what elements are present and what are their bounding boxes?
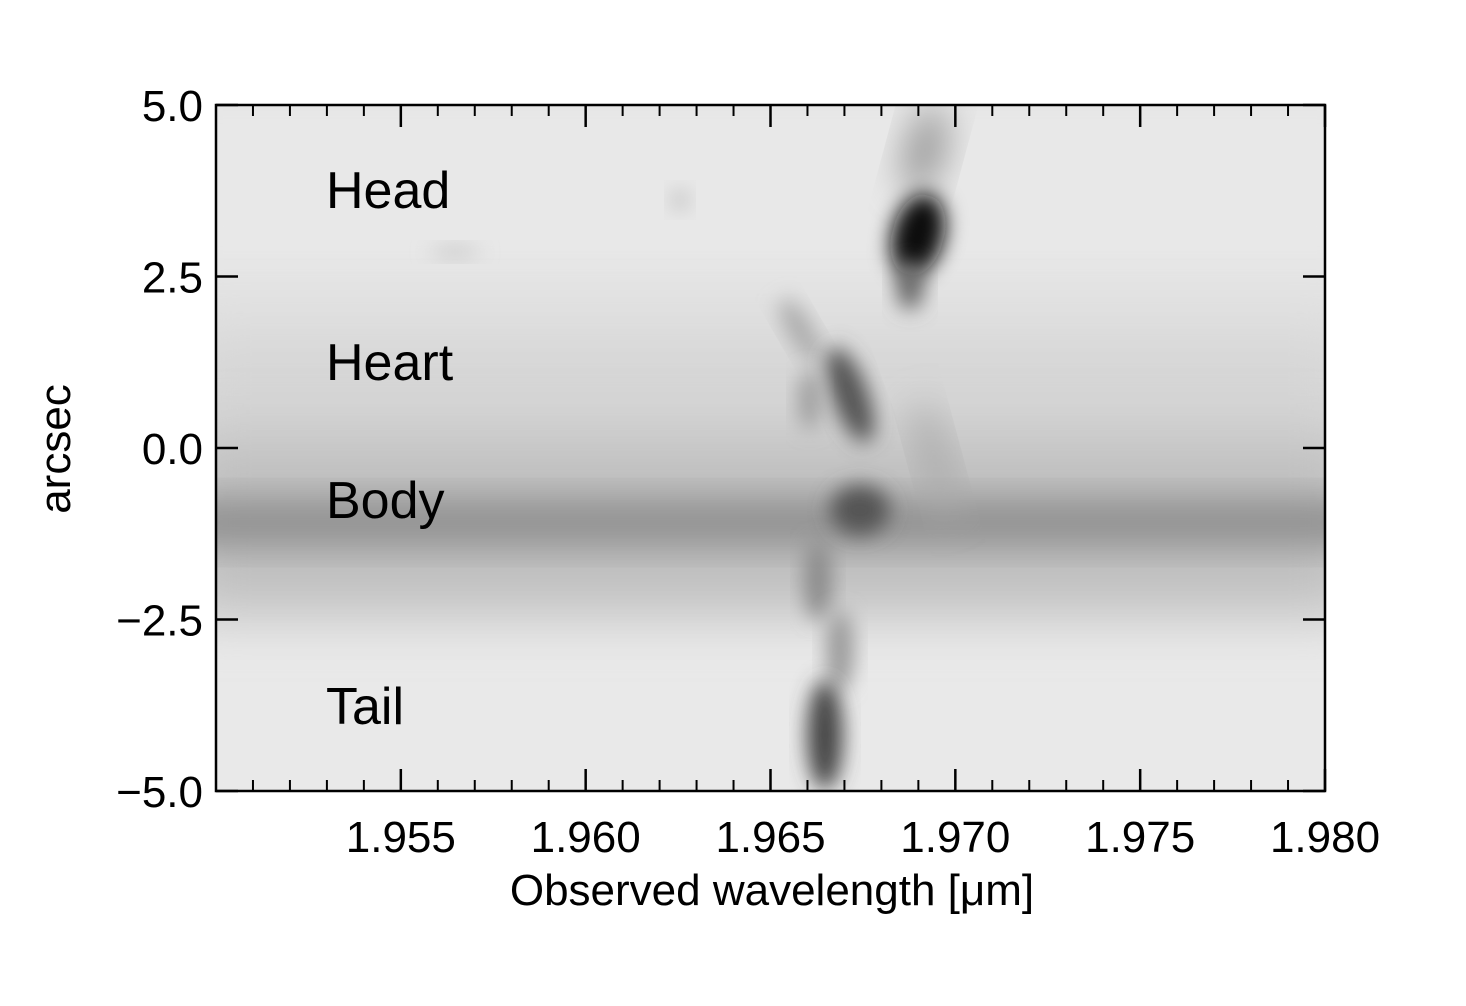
y-tick-label: 0.0 [142,425,203,474]
x-tick-label: 1.980 [1270,813,1380,862]
x-tick-label: 1.960 [531,813,641,862]
y-axis-label: arcsec [31,384,80,514]
x-axis-label: Observed wavelength [μm] [510,866,1034,915]
annotation: Head [326,162,450,220]
x-tick-label: 1.955 [346,813,456,862]
annotation: Heart [326,334,454,392]
x-tick-label: 1.965 [715,813,825,862]
x-tick-label: 1.970 [900,813,1010,862]
spectrum-image [216,105,1325,791]
annotation: Body [326,472,445,530]
y-tick-label: 2.5 [142,254,203,303]
annotation: Tail [326,678,404,736]
y-tick-label: −5.0 [116,768,203,817]
y-tick-label: −2.5 [116,597,203,646]
x-tick-label: 1.975 [1085,813,1195,862]
y-tick-label: 5.0 [142,82,203,131]
